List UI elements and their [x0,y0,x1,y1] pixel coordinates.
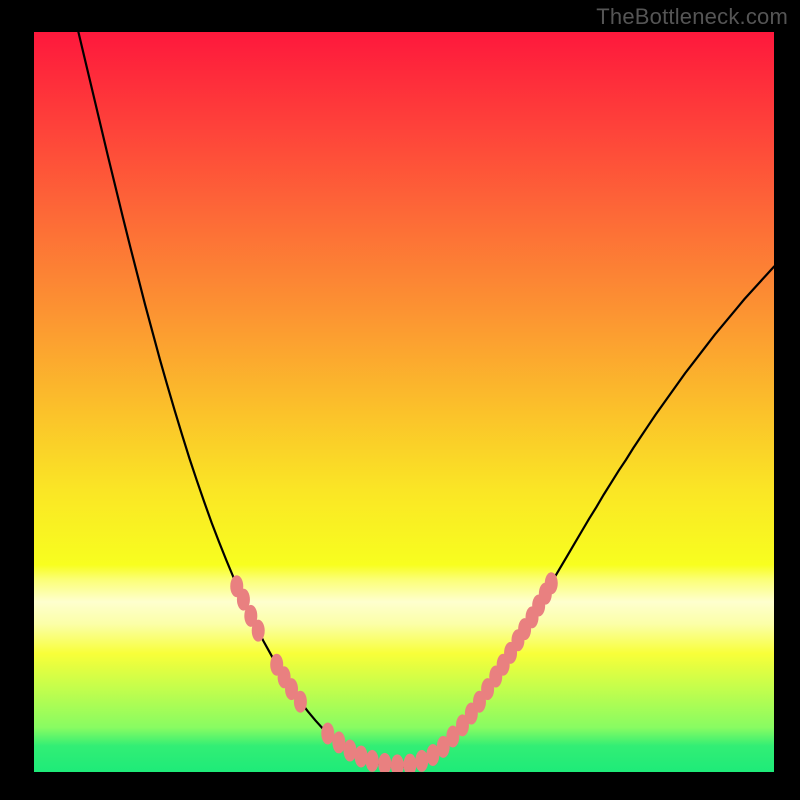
curve-marker-left [252,620,265,642]
plot-svg [34,32,774,772]
curve-marker-left [366,750,379,772]
curve-marker-left [332,731,345,753]
curve-marker-left [343,740,356,762]
watermark-label: TheBottleneck.com [596,4,788,30]
curve-marker-left [294,691,307,713]
chart-frame: TheBottleneck.com [0,0,800,800]
curve-marker-left [355,745,368,767]
curve-marker-right [415,750,428,772]
bottleneck-plot [34,32,774,772]
curve-marker-left [321,723,334,745]
gradient-background [34,32,774,772]
curve-marker-right [545,572,558,594]
